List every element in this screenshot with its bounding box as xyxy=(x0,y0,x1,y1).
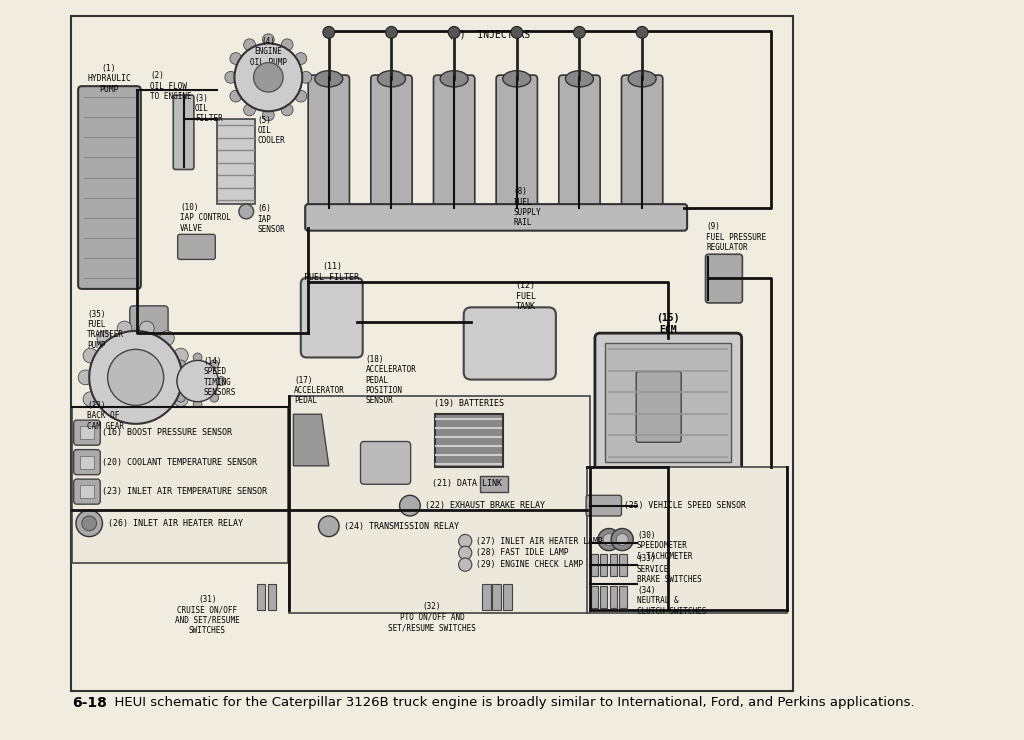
Circle shape xyxy=(160,409,174,424)
Circle shape xyxy=(234,44,302,111)
Circle shape xyxy=(194,353,202,362)
Text: (3)
OIL
FILTER: (3) OIL FILTER xyxy=(195,93,222,124)
FancyBboxPatch shape xyxy=(80,485,94,498)
Text: (31)
CRUISE ON/OFF
AND SET/RESUME
SWITCHES: (31) CRUISE ON/OFF AND SET/RESUME SWITCH… xyxy=(175,595,240,635)
Circle shape xyxy=(603,534,614,545)
Circle shape xyxy=(117,321,132,336)
Text: (7)  INJECTORS: (7) INJECTORS xyxy=(449,30,530,39)
Text: (30)
SPEEDOMETER
& TACHOMETER: (30) SPEEDOMETER & TACHOMETER xyxy=(637,531,692,560)
Text: (32)
PTO ON/OFF AND
SET/RESUME SWITCHES: (32) PTO ON/OFF AND SET/RESUME SWITCHES xyxy=(388,602,476,632)
Text: (33)
SERVICE
BRAKE SWITCHES: (33) SERVICE BRAKE SWITCHES xyxy=(637,554,701,584)
FancyBboxPatch shape xyxy=(267,584,276,610)
Text: HEUI schematic for the Caterpillar 3126B truck engine is broadly similar to Inte: HEUI schematic for the Caterpillar 3126B… xyxy=(106,696,914,709)
Text: (27) INLET AIR HEATER LAMP: (27) INLET AIR HEATER LAMP xyxy=(475,536,602,545)
Circle shape xyxy=(459,558,472,571)
FancyBboxPatch shape xyxy=(178,235,215,260)
Circle shape xyxy=(210,394,219,402)
Text: (28) FAST IDLE LAMP: (28) FAST IDLE LAMP xyxy=(475,548,568,557)
Circle shape xyxy=(300,72,312,83)
FancyBboxPatch shape xyxy=(609,554,617,576)
Text: (21) DATA LINK: (21) DATA LINK xyxy=(432,479,502,488)
Circle shape xyxy=(262,109,274,121)
Circle shape xyxy=(262,34,274,46)
Ellipse shape xyxy=(378,71,406,87)
Text: (9)
FUEL PRESSURE
REGULATOR: (9) FUEL PRESSURE REGULATOR xyxy=(707,222,766,252)
Circle shape xyxy=(616,534,628,545)
Text: (10)
IAP CONTROL
VALVE: (10) IAP CONTROL VALVE xyxy=(180,203,230,233)
Text: (5)
OIL
COOLER: (5) OIL COOLER xyxy=(257,115,285,146)
Circle shape xyxy=(89,331,182,424)
Circle shape xyxy=(318,516,339,536)
Text: (8)
FUEL
SUPPLY
RAIL: (8) FUEL SUPPLY RAIL xyxy=(513,187,541,227)
FancyBboxPatch shape xyxy=(257,584,265,610)
Circle shape xyxy=(176,360,185,369)
Polygon shape xyxy=(294,414,329,466)
Circle shape xyxy=(573,27,586,38)
Circle shape xyxy=(386,27,397,38)
FancyBboxPatch shape xyxy=(308,75,349,212)
Text: (35)
FUEL
TRANSFER
PUMP: (35) FUEL TRANSFER PUMP xyxy=(87,309,124,350)
Circle shape xyxy=(108,349,164,406)
FancyBboxPatch shape xyxy=(74,479,100,504)
Text: (18)
ACCELERATOR
PEDAL
POSITION
SENSOR: (18) ACCELERATOR PEDAL POSITION SENSOR xyxy=(366,354,417,406)
Text: (15)
ECM: (15) ECM xyxy=(656,313,680,334)
Circle shape xyxy=(636,27,648,38)
FancyBboxPatch shape xyxy=(600,586,607,608)
Text: (11)
FUEL FILTER: (11) FUEL FILTER xyxy=(304,262,359,281)
Text: (23) INLET AIR TEMPERATURE SENSOR: (23) INLET AIR TEMPERATURE SENSOR xyxy=(101,487,266,496)
Circle shape xyxy=(449,27,460,38)
Text: (19) BATTERIES: (19) BATTERIES xyxy=(434,400,504,408)
FancyBboxPatch shape xyxy=(289,396,590,613)
FancyBboxPatch shape xyxy=(480,476,508,492)
Text: (2)
OIL FLOW
TO ENGINE: (2) OIL FLOW TO ENGINE xyxy=(151,72,193,101)
FancyBboxPatch shape xyxy=(503,584,512,610)
Text: (6)
IAP
SENSOR: (6) IAP SENSOR xyxy=(257,204,285,234)
FancyBboxPatch shape xyxy=(586,495,622,516)
FancyBboxPatch shape xyxy=(71,16,794,690)
FancyBboxPatch shape xyxy=(74,450,100,474)
Circle shape xyxy=(511,27,522,38)
FancyBboxPatch shape xyxy=(371,75,412,212)
Circle shape xyxy=(254,63,283,92)
Circle shape xyxy=(459,534,472,548)
Circle shape xyxy=(282,39,293,50)
Circle shape xyxy=(117,419,132,434)
Circle shape xyxy=(139,419,155,434)
FancyBboxPatch shape xyxy=(591,554,598,576)
Circle shape xyxy=(194,400,202,409)
FancyBboxPatch shape xyxy=(609,586,617,608)
FancyBboxPatch shape xyxy=(80,456,94,468)
Circle shape xyxy=(598,528,620,551)
FancyBboxPatch shape xyxy=(217,119,255,204)
Ellipse shape xyxy=(565,71,594,87)
Text: (12)
FUEL
TANK: (12) FUEL TANK xyxy=(516,281,536,311)
Circle shape xyxy=(76,510,102,536)
Circle shape xyxy=(82,516,96,531)
Ellipse shape xyxy=(503,71,530,87)
FancyBboxPatch shape xyxy=(435,414,503,468)
Circle shape xyxy=(160,331,174,346)
FancyBboxPatch shape xyxy=(600,554,607,576)
Circle shape xyxy=(173,349,188,363)
FancyBboxPatch shape xyxy=(493,584,502,610)
Circle shape xyxy=(210,360,219,369)
FancyBboxPatch shape xyxy=(591,586,598,608)
Circle shape xyxy=(399,495,420,516)
Text: (24) TRANSMISSION RELAY: (24) TRANSMISSION RELAY xyxy=(343,522,459,531)
Circle shape xyxy=(282,104,293,115)
Text: (25) VEHICLE SPEED SENSOR: (25) VEHICLE SPEED SENSOR xyxy=(624,501,745,510)
Circle shape xyxy=(323,27,335,38)
Circle shape xyxy=(295,53,307,64)
Circle shape xyxy=(78,370,93,385)
Circle shape xyxy=(83,349,98,363)
FancyBboxPatch shape xyxy=(74,420,100,445)
Circle shape xyxy=(97,331,112,346)
FancyBboxPatch shape xyxy=(78,86,141,289)
FancyBboxPatch shape xyxy=(497,75,538,212)
Text: (22) EXHAUST BRAKE RELAY: (22) EXHAUST BRAKE RELAY xyxy=(425,501,545,510)
FancyBboxPatch shape xyxy=(605,343,730,462)
Circle shape xyxy=(295,90,307,102)
Circle shape xyxy=(230,90,242,102)
FancyBboxPatch shape xyxy=(620,586,627,608)
Text: (26) INLET AIR HEATER RELAY: (26) INLET AIR HEATER RELAY xyxy=(108,519,243,528)
